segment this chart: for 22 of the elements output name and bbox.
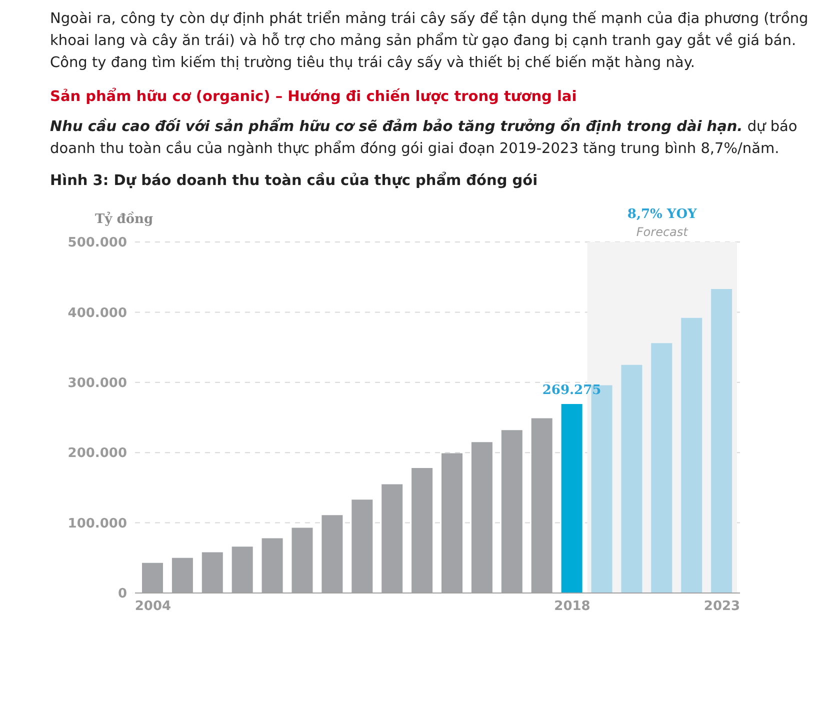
text: Nhu cầu cao đối với sản phẩm hữu cơ sẽ đảm bảo tăng trưởng ổn định trong dài hạn.: [50, 119, 743, 135]
text: Ngoài ra, công ty còn dự định phát triển mảng trái cây sấy để tận dụng thế mạnh của địa phương (trồng khoai lang và cây ăn trái) và hỗ trợ cho mảng sản phẩm từ gạo đang bị cạnh tranh gay gắt về giá bán. Công ty đang tìm kiếm thị trường tiêu thụ trái cây sấy và thiết bị chế biến mặt hàng này.: [50, 10, 810, 73]
data-label: 269.275: [542, 382, 602, 398]
bar: [561, 404, 582, 593]
text: Sản phẩm hữu cơ (organic) – Hướng đi chiến lược trong tương lai: [50, 86, 578, 107]
y-tick-label: 200.000: [68, 446, 127, 462]
text: 8,7% YOY: [627, 207, 698, 222]
x-tick-label: 2004: [134, 599, 172, 614]
bar: [711, 289, 732, 593]
y-axis-title: Tỷ đồng: [95, 212, 154, 227]
bar: [621, 364, 642, 593]
x-tick-label: 2018: [554, 599, 590, 614]
band-label: Forecast: [636, 225, 690, 239]
chart-title: Hình 3: Dự báo doanh thu toàn cầu của thực phẩm đóng gói: [50, 170, 539, 191]
y-tick-label: 0: [118, 586, 127, 602]
x-tick-label: 2023: [704, 599, 740, 614]
y-tick-label: 500.000: [68, 236, 127, 251]
bar: [651, 343, 672, 593]
y-tick-label: 100.000: [68, 516, 127, 532]
bar: [681, 318, 702, 593]
y-tick-label: 300.000: [68, 376, 127, 392]
y-tick-label: 400.000: [68, 306, 127, 321]
